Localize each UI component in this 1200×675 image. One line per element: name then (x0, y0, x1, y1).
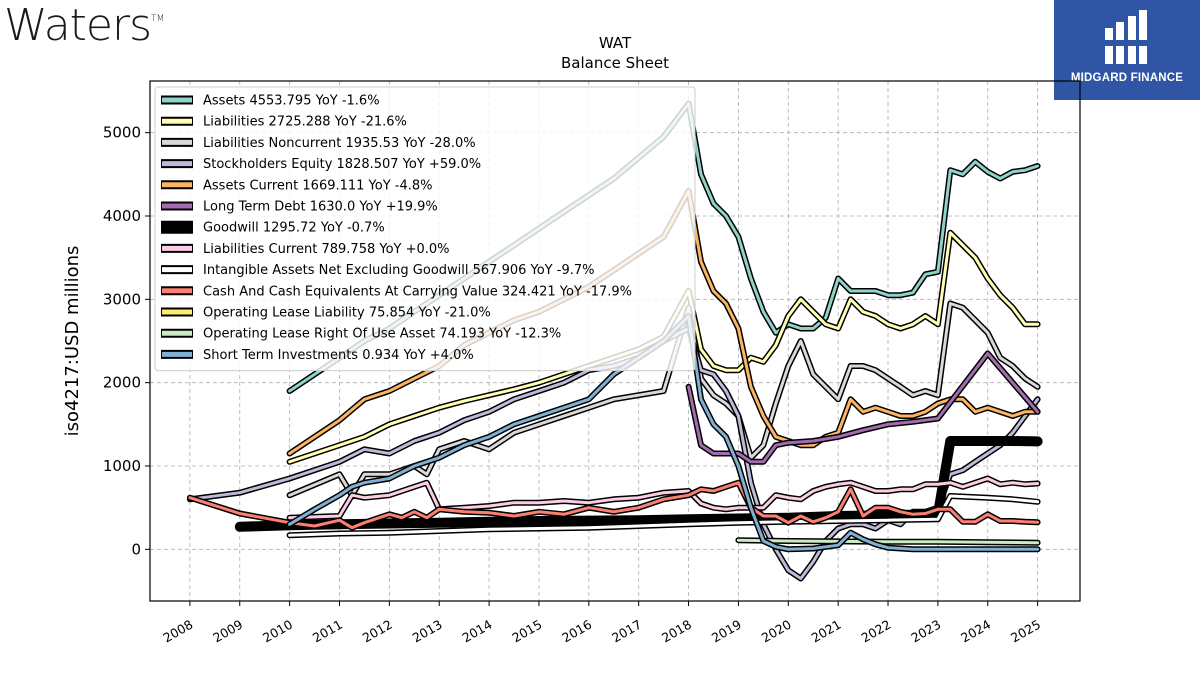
waters-logo: WatersTM (4, 0, 164, 51)
logo-wordmark: Waters (4, 0, 152, 51)
series-line-short-term-investments (288, 314, 1040, 551)
legend-label-liabilities-noncurrent: Liabilities Noncurrent 1935.53 YoY -28.0… (203, 136, 476, 151)
series-line-cash-and-cash-equivalents-at-carrying-value (188, 481, 1040, 530)
legend-label-intangible-assets-net-excluding-goodwill: Intangible Assets Net Excluding Goodwill… (203, 263, 594, 278)
legend-label-goodwill: Goodwill 1295.72 YoY -0.7% (203, 221, 385, 236)
x-tick-label: 2015 (509, 617, 544, 646)
legend: Assets 4553.795 YoY -1.6% Liabilities 272… (154, 86, 696, 372)
x-tick-label: 2010 (260, 617, 295, 646)
x-tick-label: 2018 (659, 617, 694, 646)
logo-trademark: TM (151, 14, 165, 24)
midgard-finance-badge: MIDGARD FINANCE (1054, 0, 1200, 100)
chart-title: WAT (599, 34, 632, 52)
series-line-long-term-debt (687, 352, 1040, 464)
y-axis-label: iso4217:USD millions (62, 246, 83, 437)
x-tick-label: 2016 (559, 617, 594, 646)
badge-label: MIDGARD FINANCE (1070, 72, 1184, 84)
legend-label-liabilities-current: Liabilities Current 789.758 YoY +0.0% (203, 242, 450, 257)
series-lines (186, 100, 1043, 582)
x-tick-label: 2024 (958, 617, 993, 646)
y-tick-label: 0 (131, 540, 141, 558)
x-tick-label: 2022 (858, 617, 893, 646)
x-tick-label: 2008 (160, 617, 195, 646)
y-tick-label: 1000 (103, 457, 141, 475)
legend-label-long-term-debt: Long Term Debt 1630.0 YoY +19.9% (203, 200, 438, 215)
x-tick-label: 2009 (210, 617, 245, 646)
legend-label-assets-current: Assets Current 1669.111 YoY -4.8% (203, 178, 433, 193)
series-line-operating-lease-right-of-use-asset (736, 538, 1040, 545)
legend-label-short-term-investments: Short Term Investments 0.934 YoY +4.0% (203, 348, 474, 363)
x-tick-label: 2011 (310, 617, 345, 646)
legend-label-liabilities: Liabilities 2725.288 YoY -21.6% (203, 115, 407, 130)
series-line-liabilities-noncurrent (288, 302, 1040, 497)
legend-label-stockholders-equity: Stockholders Equity 1828.507 YoY +59.0% (203, 157, 481, 172)
x-tick-label: 2020 (759, 617, 794, 646)
series-line-intangible-assets-net-excluding-goodwill (288, 494, 1040, 537)
x-tick-label: 2019 (709, 617, 744, 646)
series-line-liabilities (288, 231, 1040, 464)
legend-label-operating-lease-liability: Operating Lease Liability 75.854 YoY -21… (203, 306, 491, 321)
legend-box (154, 86, 696, 372)
x-tick-label: 2017 (609, 617, 644, 646)
legend-label-operating-lease-right-of-use-asset: Operating Lease Right Of Use Asset 74.19… (203, 327, 561, 342)
y-tick-label: 5000 (103, 124, 141, 142)
y-tick-label: 4000 (103, 207, 141, 225)
chart-subtitle: Balance Sheet (561, 54, 669, 72)
legend-label-assets: Assets 4553.795 YoY -1.6% (203, 94, 380, 109)
y-tick-label: 3000 (103, 290, 141, 308)
x-tick-label: 2025 (1008, 617, 1043, 646)
x-tick-label: 2012 (360, 617, 395, 646)
midgard-logo-icon (1105, 10, 1147, 64)
plot-frame (149, 80, 1081, 602)
x-tick-label: 2023 (908, 617, 943, 646)
y-tick-label: 2000 (103, 374, 141, 392)
x-tick-label: 2021 (809, 617, 844, 646)
x-tick-label: 2014 (460, 617, 495, 646)
x-tick-label: 2013 (410, 617, 445, 646)
series-line-goodwill (236, 437, 1042, 531)
legend-label-cash-and-cash-equivalents-at-carrying-value: Cash And Cash Equivalents At Carrying Va… (203, 284, 632, 299)
